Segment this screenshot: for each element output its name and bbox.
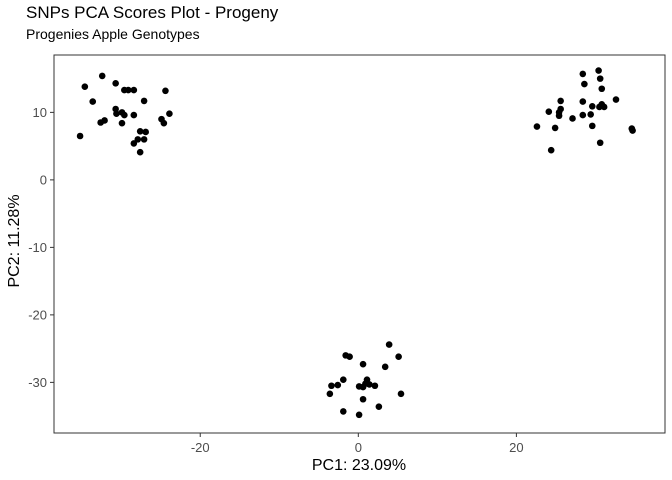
data-point [395, 353, 402, 361]
data-point [555, 112, 563, 120]
data-point [142, 128, 149, 136]
y-tick-label: 0 [40, 172, 47, 187]
data-point [545, 108, 553, 115]
y-axis-label: PC2: 11.28% [6, 194, 23, 287]
data-point [579, 70, 587, 78]
y-tick-label: 10 [33, 105, 47, 120]
x-tick-label: -20 [191, 440, 210, 455]
data-point [89, 98, 97, 105]
x-tick-label: 20 [509, 440, 523, 455]
data-point [596, 139, 604, 147]
data-point [595, 67, 602, 74]
data-point [113, 110, 120, 118]
data-point [355, 411, 363, 419]
y-tick-label: -20 [28, 307, 47, 322]
data-point [359, 360, 367, 368]
data-point [162, 87, 169, 95]
data-point [134, 136, 142, 143]
data-point [600, 103, 608, 111]
data-point [588, 103, 596, 110]
data-point [118, 119, 126, 127]
data-point [136, 127, 144, 135]
data-point [121, 111, 128, 119]
plot-panel [53, 54, 666, 434]
data-point [130, 86, 138, 94]
chart-title: SNPs PCA Scores Plot - Progeny [26, 3, 279, 22]
y-tick-label: -10 [28, 240, 47, 255]
data-point [136, 148, 144, 156]
data-point [339, 408, 347, 415]
data-point [140, 136, 148, 143]
data-point [533, 123, 541, 130]
data-point [166, 110, 173, 118]
data-point [587, 111, 594, 118]
data-point [375, 403, 383, 410]
data-point [359, 383, 367, 391]
data-point [366, 381, 373, 388]
data-point [598, 85, 606, 93]
data-points [76, 67, 636, 419]
x-axis-label: PC1: 23.09% [312, 457, 406, 474]
data-point [359, 395, 367, 403]
plot-border [53, 54, 666, 434]
data-point [346, 353, 353, 361]
data-point [547, 146, 555, 154]
data-point [381, 363, 389, 371]
data-point [385, 341, 393, 348]
data-point [629, 127, 636, 134]
x-tick-label: 0 [355, 440, 362, 455]
data-point [339, 376, 347, 383]
data-point [557, 97, 564, 105]
data-point [371, 382, 379, 390]
data-point [140, 97, 148, 105]
data-point [397, 390, 405, 398]
data-point [581, 80, 588, 88]
data-point [569, 115, 576, 122]
data-point [328, 382, 335, 390]
data-point [125, 86, 132, 94]
data-point [130, 111, 138, 119]
data-point [112, 80, 119, 87]
y-tick-label: -30 [28, 375, 47, 390]
data-point [588, 122, 596, 130]
data-point [76, 132, 84, 140]
data-point [130, 140, 138, 147]
data-point [612, 96, 620, 103]
data-point [160, 119, 168, 127]
data-point [81, 83, 89, 91]
data-point [579, 98, 587, 105]
data-point [551, 124, 559, 132]
data-point [334, 381, 342, 389]
data-point [101, 117, 108, 124]
chart-subtitle: Progenies Apple Genotypes [26, 26, 200, 42]
data-point [98, 72, 106, 80]
data-point [596, 75, 604, 82]
data-point [326, 390, 334, 398]
axes: -20 0 20 -30 -20 -10 0 10 [28, 105, 523, 455]
data-point [579, 111, 587, 119]
